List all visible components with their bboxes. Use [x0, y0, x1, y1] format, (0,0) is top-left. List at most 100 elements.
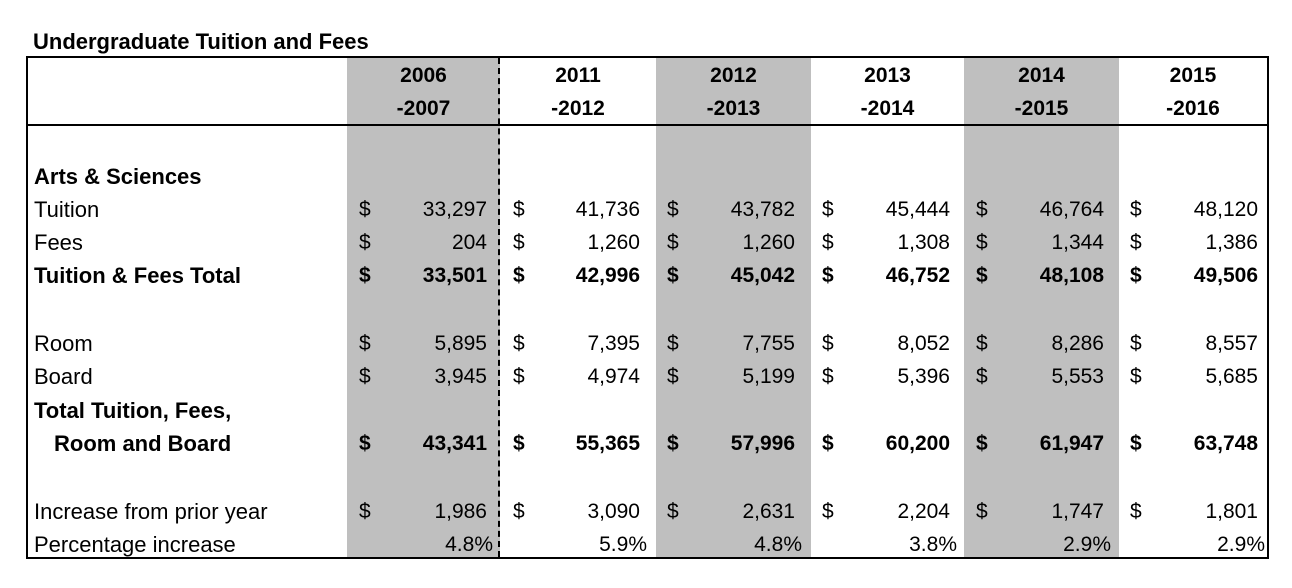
cell-value: 8,052 — [897, 332, 950, 355]
currency-symbol: $ — [1130, 500, 1142, 523]
cell-value: 1,260 — [587, 231, 640, 254]
row-label: Fees — [34, 230, 83, 255]
year-header-start: 2015 — [1169, 64, 1217, 87]
cell-value: 57,996 — [730, 432, 795, 455]
currency-symbol: $ — [822, 365, 834, 388]
year-header-end: -2016 — [1166, 97, 1220, 120]
cell-value: 41,736 — [575, 198, 640, 221]
year-header-end: -2012 — [551, 97, 605, 120]
row-label: Room — [34, 331, 93, 356]
currency-symbol: $ — [822, 264, 834, 287]
cell-value: 33,297 — [422, 198, 487, 221]
currency-symbol: $ — [976, 231, 988, 254]
year-header-start: 2013 — [864, 64, 911, 87]
cell-value: 5,553 — [1051, 365, 1104, 388]
currency-symbol: $ — [359, 332, 371, 355]
cell-value: 2,631 — [742, 500, 795, 523]
cell-value: 4.8% — [445, 533, 493, 556]
shaded-column-2014 — [964, 58, 1119, 557]
currency-symbol: $ — [513, 264, 525, 287]
year-header-end: -2014 — [860, 97, 915, 120]
cell-value: 1,308 — [897, 231, 950, 254]
currency-symbol: $ — [359, 198, 371, 221]
currency-symbol: $ — [513, 432, 525, 455]
currency-symbol: $ — [822, 500, 834, 523]
cell-value: 43,782 — [730, 198, 795, 221]
dashed-divider — [498, 58, 500, 557]
year-header-start: 2012 — [710, 64, 757, 87]
currency-symbol: $ — [513, 231, 525, 254]
currency-symbol: $ — [1130, 365, 1142, 388]
cell-value: 5,895 — [434, 332, 487, 355]
cell-value: 2.9% — [1217, 533, 1265, 556]
row-label: Increase from prior year — [34, 499, 268, 524]
currency-symbol: $ — [976, 198, 988, 221]
currency-symbol: $ — [667, 231, 679, 254]
cell-value: 5.9% — [599, 533, 647, 556]
cell-value: 204 — [451, 231, 487, 254]
currency-symbol: $ — [359, 500, 371, 523]
year-header-end: -2013 — [706, 97, 761, 120]
currency-symbol: $ — [513, 365, 525, 388]
cell-value: 3,090 — [587, 500, 640, 523]
cell-value: 5,396 — [897, 365, 950, 388]
cell-value: 2,204 — [897, 500, 950, 523]
cell-value: 33,501 — [422, 264, 487, 287]
cell-value: 2.9% — [1063, 533, 1111, 556]
year-header-start: 2011 — [555, 64, 601, 87]
cell-value: 48,120 — [1193, 198, 1258, 221]
cell-value: 8,557 — [1205, 332, 1258, 355]
cell-value: 1,344 — [1051, 231, 1104, 254]
cell-value: 8,286 — [1051, 332, 1104, 355]
currency-symbol: $ — [667, 264, 679, 287]
row-label: Tuition — [34, 197, 100, 222]
cell-value: 3,945 — [434, 365, 487, 388]
currency-symbol: $ — [1130, 332, 1142, 355]
currency-symbol: $ — [1130, 432, 1142, 455]
section-label: Arts & Sciences — [34, 164, 202, 189]
cell-value: 5,199 — [742, 365, 795, 388]
currency-symbol: $ — [822, 198, 834, 221]
table-row-grand-total: Room and Board $43,341 $55,365 $57,996 $60,2… — [0, 427, 1292, 460]
cell-value: 1,986 — [434, 500, 487, 523]
cell-value: 1,386 — [1205, 231, 1258, 254]
currency-symbol: $ — [822, 332, 834, 355]
currency-symbol: $ — [976, 500, 988, 523]
currency-symbol: $ — [667, 500, 679, 523]
row-label: Tuition & Fees Total — [34, 263, 241, 288]
table-row-grand-total: Total Tuition, Fees, — [0, 394, 1292, 427]
year-header-start: 2006 — [400, 64, 447, 87]
table-title: Undergraduate Tuition and Fees — [33, 29, 369, 54]
cell-value: 45,042 — [730, 264, 795, 287]
cell-value: 5,685 — [1205, 365, 1258, 388]
table-row-pct: Percentage increase 4.8% 5.9% 4.8% 3.8% 2.9% 2… — [0, 528, 1292, 561]
year-header-end: -2015 — [1014, 97, 1069, 120]
cell-value: 1,260 — [742, 231, 795, 254]
currency-symbol: $ — [359, 231, 371, 254]
cell-value: 7,395 — [587, 332, 640, 355]
cell-value: 63,748 — [1193, 432, 1258, 455]
currency-symbol: $ — [822, 231, 834, 254]
cell-value: 61,947 — [1039, 432, 1104, 455]
cell-value: 4,974 — [587, 365, 640, 388]
currency-symbol: $ — [667, 198, 679, 221]
table-row-increase: Increase from prior year $1,986 $3,090 $2,6… — [0, 495, 1292, 528]
cell-value: 49,506 — [1193, 264, 1258, 287]
currency-symbol: $ — [976, 264, 988, 287]
cell-value: 42,996 — [575, 264, 640, 287]
currency-symbol: $ — [667, 365, 679, 388]
currency-symbol: $ — [359, 432, 371, 455]
cell-value: 55,365 — [575, 432, 640, 455]
row-label: Board — [34, 364, 93, 389]
currency-symbol: $ — [1130, 264, 1142, 287]
cell-value: 46,752 — [885, 264, 950, 287]
currency-symbol: $ — [976, 365, 988, 388]
currency-symbol: $ — [976, 332, 988, 355]
table-row-fees: Fees $204 $1,260 $1,260 $1,308 $1,344 $1,386 — [0, 226, 1292, 259]
table-row-room: Room $5,895 $7,395 $7,755 $8,052 $8,286 $8,557 — [0, 327, 1292, 360]
header-divider — [28, 124, 1267, 126]
currency-symbol: $ — [976, 432, 988, 455]
currency-symbol: $ — [513, 198, 525, 221]
table-frame — [26, 56, 1269, 559]
row-label: Total Tuition, Fees, — [34, 398, 232, 423]
